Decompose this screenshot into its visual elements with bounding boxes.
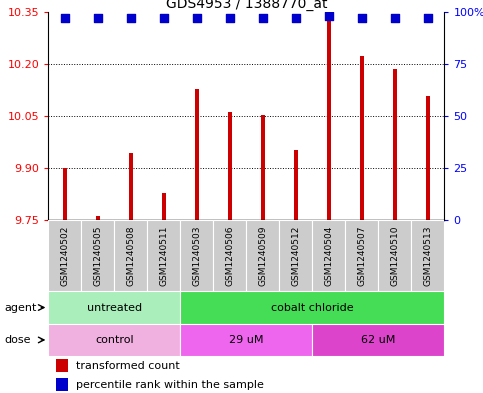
Text: 29 uM: 29 uM: [229, 335, 264, 345]
Bar: [96, 216, 100, 220]
Point: [325, 13, 333, 19]
Bar: [378, 220, 412, 291]
Bar: [327, 17, 331, 220]
Bar: [48, 324, 180, 356]
Point: [358, 15, 366, 21]
Point: [259, 15, 267, 21]
Bar: [81, 220, 114, 291]
Point: [391, 15, 399, 21]
Bar: [294, 150, 298, 220]
Bar: [114, 220, 147, 291]
Text: transformed count: transformed count: [76, 361, 180, 371]
Point: [424, 15, 432, 21]
Bar: [180, 291, 444, 324]
Text: untreated: untreated: [87, 303, 142, 312]
Bar: [228, 112, 232, 220]
Point: [94, 15, 102, 21]
Bar: [48, 291, 180, 324]
Bar: [279, 220, 313, 291]
Bar: [56, 359, 68, 373]
Text: percentile rank within the sample: percentile rank within the sample: [76, 380, 264, 390]
Bar: [246, 220, 279, 291]
Point: [226, 15, 234, 21]
Bar: [345, 220, 378, 291]
Bar: [393, 69, 397, 220]
Text: control: control: [95, 335, 134, 345]
Text: GSM1240508: GSM1240508: [127, 225, 135, 286]
Point: [193, 15, 201, 21]
Text: GSM1240513: GSM1240513: [424, 225, 432, 286]
Bar: [213, 220, 246, 291]
Point: [160, 15, 168, 21]
Bar: [56, 378, 68, 391]
Text: GSM1240510: GSM1240510: [390, 225, 399, 286]
Bar: [147, 220, 180, 291]
Text: GSM1240504: GSM1240504: [325, 225, 333, 286]
Bar: [412, 220, 444, 291]
Text: cobalt chloride: cobalt chloride: [271, 303, 354, 312]
Text: dose: dose: [5, 335, 31, 345]
Point: [61, 15, 69, 21]
Bar: [313, 324, 444, 356]
Bar: [63, 168, 67, 220]
Bar: [261, 115, 265, 220]
Text: GSM1240512: GSM1240512: [291, 225, 300, 286]
Bar: [162, 193, 166, 220]
Bar: [360, 56, 364, 220]
Text: GSM1240506: GSM1240506: [226, 225, 234, 286]
Point: [127, 15, 135, 21]
Bar: [180, 220, 213, 291]
Point: [292, 15, 299, 21]
Bar: [195, 89, 199, 220]
Bar: [426, 96, 430, 220]
Text: GSM1240503: GSM1240503: [192, 225, 201, 286]
Text: GSM1240507: GSM1240507: [357, 225, 366, 286]
Text: 62 uM: 62 uM: [361, 335, 396, 345]
Bar: [313, 220, 345, 291]
Text: GSM1240505: GSM1240505: [93, 225, 102, 286]
Text: GSM1240502: GSM1240502: [60, 225, 69, 286]
Text: GSM1240509: GSM1240509: [258, 225, 267, 286]
Bar: [48, 220, 81, 291]
Text: agent: agent: [5, 303, 37, 312]
Bar: [129, 153, 133, 220]
Title: GDS4953 / 1388770_at: GDS4953 / 1388770_at: [166, 0, 327, 11]
Text: GSM1240511: GSM1240511: [159, 225, 168, 286]
Bar: [180, 324, 313, 356]
